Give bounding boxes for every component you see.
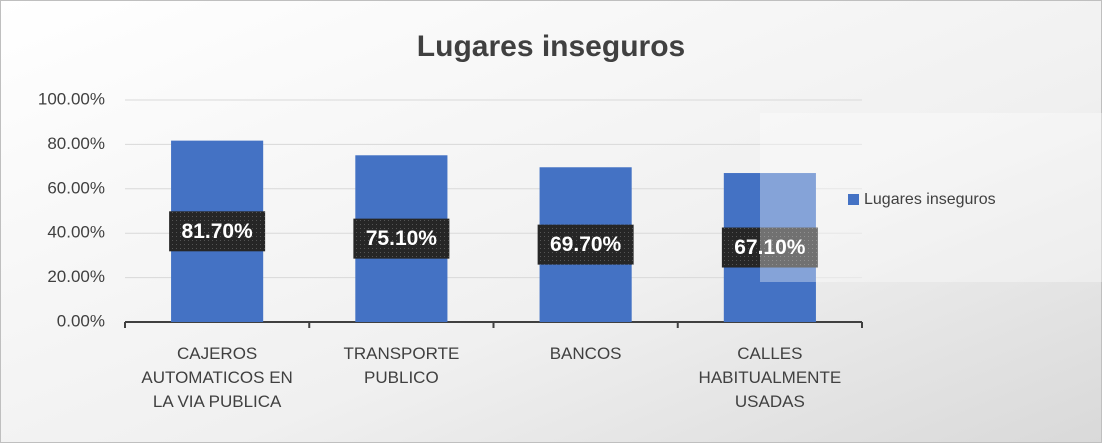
y-tick-label: 20.00% [47,267,105,286]
legend-swatch [848,194,859,205]
data-label: 67.10% [734,236,806,259]
y-tick-label: 40.00% [47,223,105,242]
x-tick-label: CAJEROS AUTOMATICOS EN LA VIA PUBLICA [141,344,293,411]
data-label-box [169,211,266,252]
x-tick-label: CALLES HABITUALMENTE USADAS [698,344,842,411]
y-tick-label: 80.00% [47,134,105,153]
data-label-box [353,218,450,259]
chart-title: Lugares inseguros [417,30,685,63]
y-tick-label: 0.00% [57,311,105,330]
data-label: 81.70% [182,220,254,243]
y-tick-label: 100.00% [38,89,105,108]
legend-label: Lugares inseguros [864,191,996,208]
data-label-box [721,227,818,268]
x-tick-label: BANCOS [549,344,622,363]
y-tick-label: 60.00% [47,178,105,197]
data-label: 69.70% [550,233,622,256]
data-label-box [537,224,634,265]
x-tick-label: TRANSPORTE PUBLICO [343,344,460,387]
legend-box [760,113,1102,282]
data-label: 75.10% [366,227,438,250]
